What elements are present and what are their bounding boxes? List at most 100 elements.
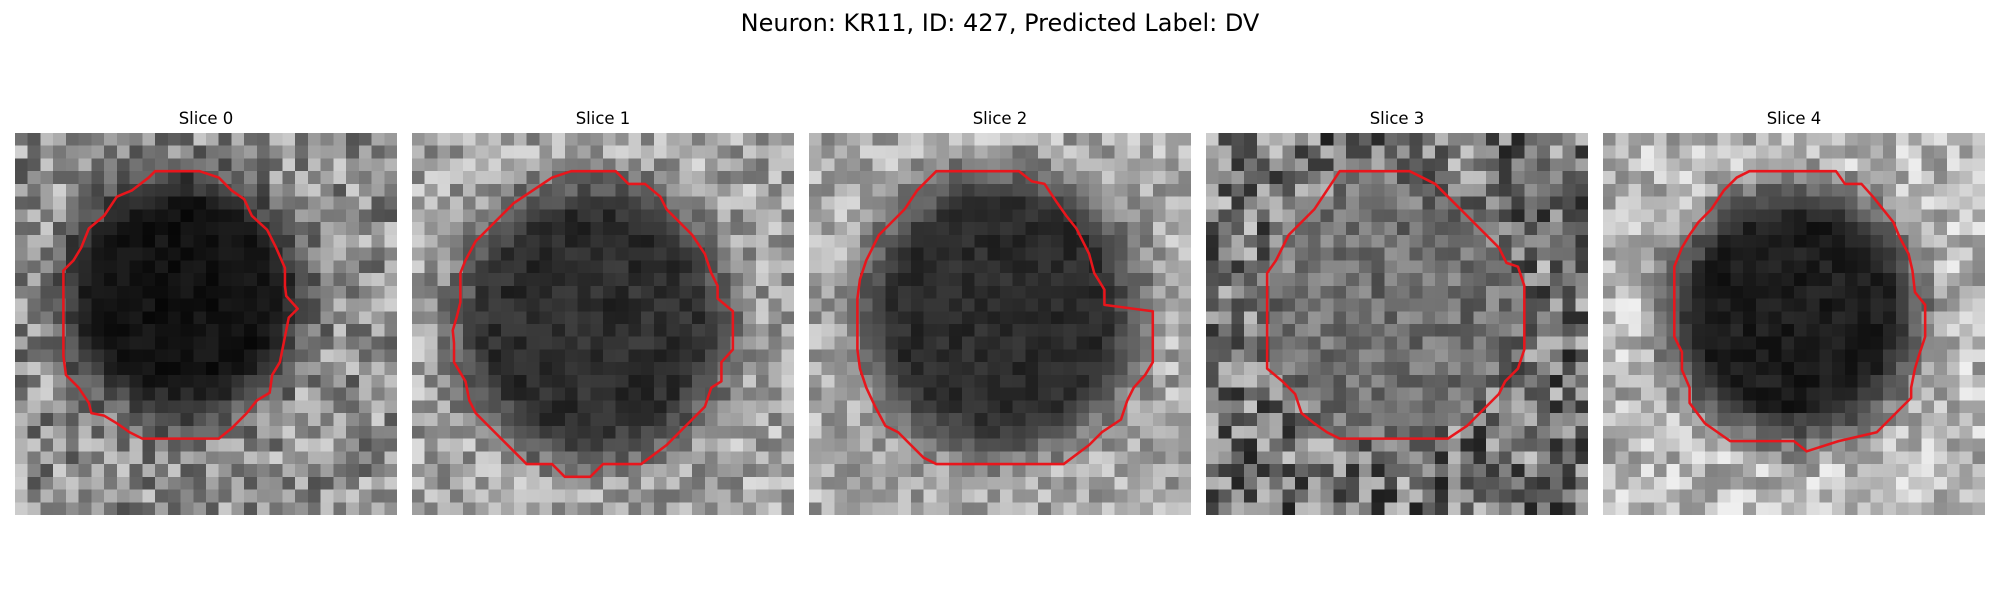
pixel <box>628 260 642 274</box>
pixel <box>1256 387 1270 401</box>
pixel <box>872 196 886 210</box>
pixel <box>821 183 835 197</box>
pixel <box>1012 489 1026 503</box>
pixel <box>1231 374 1245 388</box>
pixel <box>910 209 924 223</box>
pixel <box>384 438 397 452</box>
pixel <box>1460 374 1474 388</box>
pixel <box>730 298 744 312</box>
pixel <box>1895 438 1909 452</box>
pixel <box>437 362 451 376</box>
pixel <box>1460 273 1474 287</box>
pixel <box>781 464 794 478</box>
pixel <box>1883 336 1897 350</box>
pixel <box>1524 502 1538 515</box>
pixel <box>1256 502 1270 515</box>
pixel <box>78 336 92 350</box>
pixel <box>1038 425 1052 439</box>
pixel <box>653 247 667 261</box>
pixel <box>590 234 604 248</box>
pixel <box>1371 438 1385 452</box>
pixel <box>1076 464 1090 478</box>
pixel <box>666 502 680 515</box>
pixel <box>834 387 848 401</box>
pixel <box>923 349 937 363</box>
pixel <box>116 438 130 452</box>
pixel <box>743 247 757 261</box>
pixel <box>1692 234 1706 248</box>
pixel <box>1422 247 1436 261</box>
pixel <box>1012 438 1026 452</box>
pixel <box>1282 476 1296 490</box>
pixel <box>346 133 360 146</box>
pixel <box>847 234 861 248</box>
pixel <box>1447 247 1461 261</box>
pixel <box>488 387 502 401</box>
pixel <box>1038 476 1052 490</box>
pixel <box>834 362 848 376</box>
pixel <box>1755 247 1769 261</box>
pixel <box>1050 374 1064 388</box>
pixel <box>1498 247 1512 261</box>
pixel <box>809 222 822 236</box>
pixel <box>1152 349 1166 363</box>
pixel <box>1333 209 1347 223</box>
pixel <box>218 413 232 427</box>
pixel <box>859 158 873 172</box>
pixel <box>1717 489 1731 503</box>
pixel <box>1781 400 1795 414</box>
pixel <box>1269 349 1283 363</box>
pixel <box>1946 387 1960 401</box>
pixel <box>104 183 118 197</box>
pixel <box>885 451 899 465</box>
pixel <box>1397 387 1410 401</box>
pixel <box>488 489 502 503</box>
pixel <box>1218 489 1232 503</box>
pixel <box>910 336 924 350</box>
pixel <box>1422 400 1436 414</box>
pixel <box>244 502 258 515</box>
pixel <box>1883 502 1897 515</box>
pixel <box>371 324 385 337</box>
pixel <box>1870 298 1884 312</box>
pixel <box>1857 464 1871 478</box>
pixel <box>577 374 591 388</box>
pixel <box>1012 298 1026 312</box>
pixel <box>333 362 347 376</box>
pixel <box>462 349 476 363</box>
pixel <box>1972 171 1985 185</box>
pixel <box>1269 222 1283 236</box>
pixel <box>1397 476 1410 490</box>
pixel <box>180 209 194 223</box>
pixel <box>1628 336 1642 350</box>
pixel <box>320 285 334 299</box>
pixel <box>1717 362 1731 376</box>
pixel <box>155 489 169 503</box>
pixel <box>679 158 693 172</box>
pixel <box>1946 362 1960 376</box>
pixel <box>859 413 873 427</box>
pixel <box>104 324 118 337</box>
pixel <box>859 451 873 465</box>
pixel <box>1206 171 1219 185</box>
pixel <box>1641 222 1655 236</box>
pixel <box>821 196 835 210</box>
pixel <box>437 311 451 325</box>
pixel <box>1025 247 1039 261</box>
pixel <box>961 234 975 248</box>
pixel <box>155 158 169 172</box>
pixel <box>1333 273 1347 287</box>
pixel <box>653 413 667 427</box>
pixel <box>834 336 848 350</box>
pixel <box>1178 234 1191 248</box>
pixel <box>859 145 873 159</box>
pixel <box>628 476 642 490</box>
pixel <box>358 336 372 350</box>
pixel <box>526 311 540 325</box>
pixel <box>65 183 79 197</box>
pixel <box>1012 260 1026 274</box>
pixel <box>104 247 118 261</box>
pixel <box>666 311 680 325</box>
pixel <box>1269 234 1283 248</box>
pixel <box>936 183 950 197</box>
